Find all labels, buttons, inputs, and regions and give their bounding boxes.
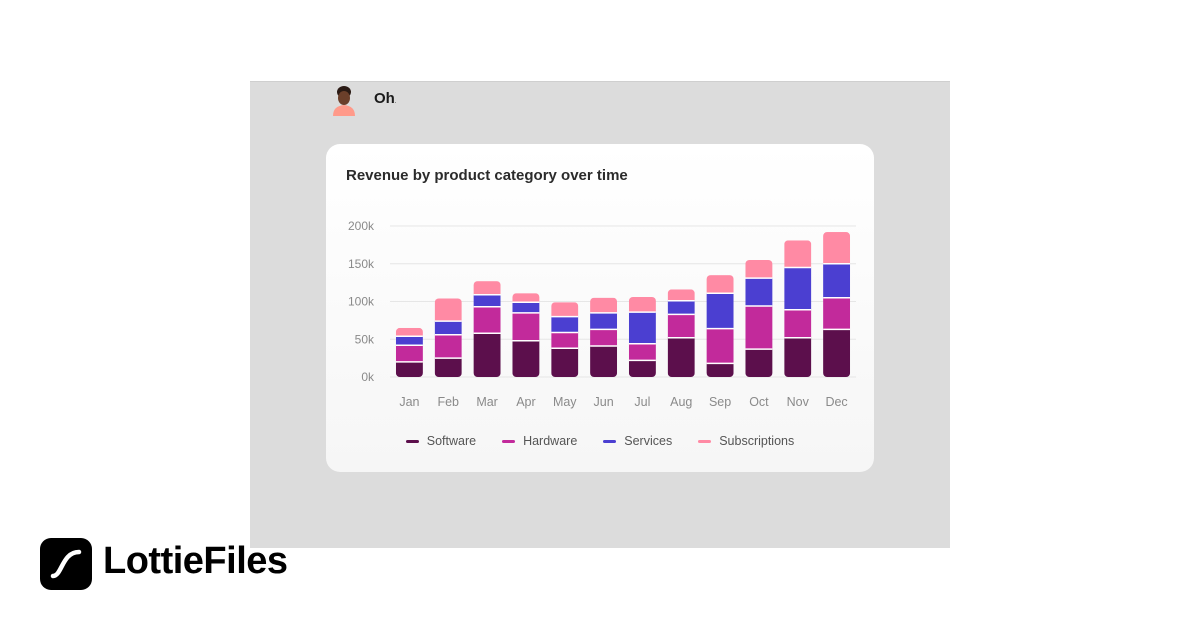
bar-stack-dec (823, 232, 851, 377)
bar-hardware-may (551, 332, 579, 349)
bar-subscriptions-sep (706, 275, 734, 294)
bar-hardware-dec (823, 297, 851, 330)
bar-hardware-sep (706, 328, 734, 364)
bar-hardware-jul (628, 343, 656, 361)
bar-subscriptions-oct (745, 259, 773, 279)
bar-stack-nov (784, 240, 812, 377)
chart-title: Revenue by product category over time (346, 167, 628, 184)
x-tick-label: Mar (476, 395, 498, 409)
bar-hardware-mar (473, 306, 501, 334)
bar-stack-jan (395, 327, 423, 377)
bar-hardware-nov (784, 309, 812, 338)
bar-subscriptions-dec (823, 232, 851, 264)
x-tick-label: May (553, 395, 577, 409)
x-tick-label: Aug (670, 395, 692, 409)
bar-stack-jun (590, 297, 618, 377)
bar-software-oct (745, 349, 773, 377)
legend-swatch (502, 439, 516, 443)
brand-mark: Oh. (374, 90, 397, 107)
bar-subscriptions-jan (395, 327, 423, 337)
y-tick-label: 150k (348, 257, 375, 271)
y-tick-label: 200k (348, 219, 375, 233)
lottiefiles-logo-icon (40, 538, 92, 590)
bar-services-nov (784, 267, 812, 310)
bar-software-nov (784, 337, 812, 377)
x-tick-label: Jun (594, 395, 614, 409)
stacked-bar-chart: 0k 50k 100k 150k 200k Jan Feb Mar Apr May Jun Jul Au… (348, 219, 856, 409)
legend-item-subscriptions: Subscriptions (698, 434, 794, 448)
bar-services-may (551, 316, 579, 333)
bar-software-jun (590, 346, 618, 377)
legend-label: Subscriptions (719, 434, 795, 448)
bar-software-feb (434, 358, 462, 377)
bar-subscriptions-mar (473, 281, 501, 295)
bar-stack-apr (512, 293, 540, 377)
bar-stack-jul (628, 296, 656, 377)
legend-swatch (698, 439, 712, 443)
bar-software-may (551, 348, 579, 377)
avatar (330, 84, 358, 116)
legend-item-services: Services (603, 434, 672, 448)
bar-stack-aug (667, 289, 695, 377)
chart-card: 0k 50k 100k 150k 200k Jan Feb Mar Apr May Jun Jul Au… (326, 144, 874, 472)
bar-subscriptions-nov (784, 240, 812, 268)
x-tick-label: Nov (787, 395, 810, 409)
bar-services-aug (667, 300, 695, 315)
bar-services-sep (706, 293, 734, 329)
bar-hardware-apr (512, 312, 540, 341)
bar-subscriptions-aug (667, 289, 695, 301)
bar-software-aug (667, 337, 695, 377)
legend-label: Software (426, 434, 477, 448)
bar-stack-oct (745, 259, 773, 377)
x-tick-label: Jan (399, 395, 419, 409)
bar-subscriptions-apr (512, 293, 540, 303)
y-tick-label: 0k (361, 370, 375, 384)
bar-services-jul (628, 312, 656, 344)
bar-subscriptions-jun (590, 297, 618, 313)
bar-services-oct (745, 278, 773, 307)
bar-subscriptions-feb (434, 298, 462, 322)
bar-services-jun (590, 312, 618, 330)
bar-subscriptions-may (551, 302, 579, 317)
bar-software-dec (823, 329, 851, 377)
x-tick-label: Sep (709, 395, 731, 409)
x-tick-label: Oct (749, 395, 769, 409)
legend-item-hardware: Hardware (502, 434, 577, 448)
bar-software-jul (628, 360, 656, 377)
legend-swatch (603, 439, 617, 443)
bar-software-sep (706, 363, 734, 377)
x-tick-label: Jul (634, 395, 650, 409)
bar-stack-mar (473, 281, 501, 377)
legend-label: Hardware (523, 434, 578, 448)
bar-services-mar (473, 294, 501, 307)
lottiefiles-wordmark: LottieFiles (103, 540, 288, 582)
x-tick-label: Apr (516, 395, 535, 409)
animation-preview: Oh. 0k 50k 100k 150k 200k Jan Feb Mar Apr May Jun J… (250, 81, 950, 548)
legend-label: Services (624, 434, 673, 448)
y-tick-label: 50k (355, 332, 375, 346)
chart-legend: Software Hardware Services Subscriptions (326, 434, 874, 448)
bar-hardware-feb (434, 334, 462, 359)
bar-hardware-jun (590, 329, 618, 347)
x-tick-label: Feb (437, 395, 459, 409)
bar-services-jan (395, 336, 423, 346)
bar-services-apr (512, 302, 540, 313)
y-tick-label: 100k (348, 295, 375, 309)
bar-subscriptions-jul (628, 296, 656, 313)
bar-hardware-jan (395, 345, 423, 362)
legend-item-software: Software (405, 434, 477, 448)
legend-swatch (405, 439, 419, 443)
bar-hardware-aug (667, 314, 695, 338)
bar-software-jan (395, 361, 423, 377)
bar-services-dec (823, 263, 851, 298)
bar-stack-feb (434, 298, 462, 377)
bar-services-feb (434, 321, 462, 335)
bar-stack-sep (706, 275, 734, 377)
bar-software-mar (473, 333, 501, 377)
bar-software-apr (512, 340, 540, 377)
bar-stack-may (551, 302, 579, 377)
bar-hardware-oct (745, 306, 773, 350)
x-tick-label: Dec (825, 395, 847, 409)
